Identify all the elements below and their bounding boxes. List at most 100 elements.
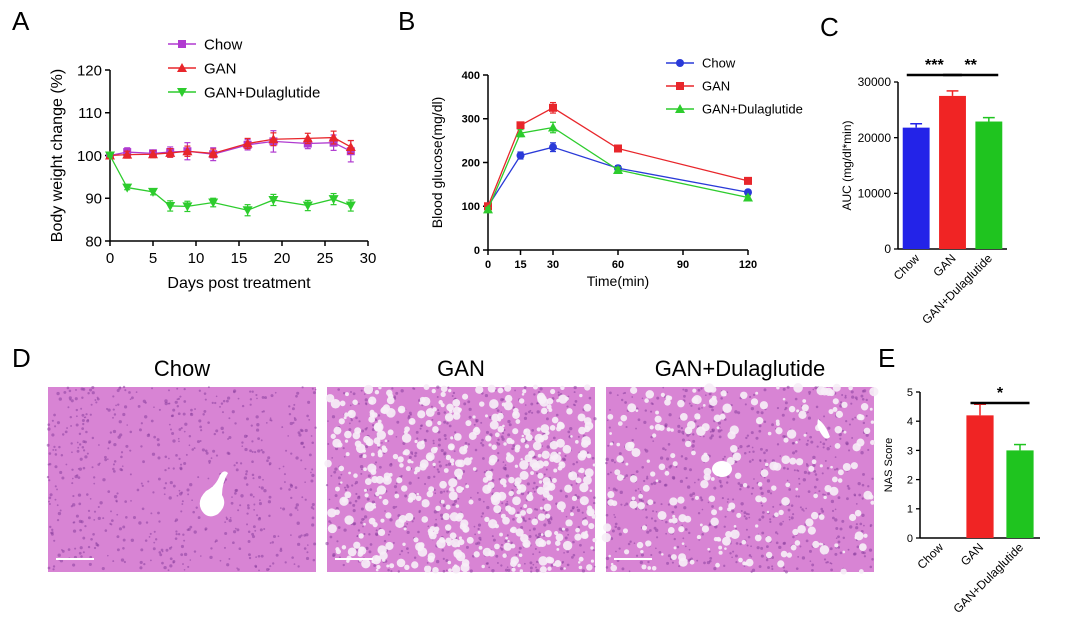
data-point-gan	[182, 146, 193, 156]
panel-letter-e: E	[878, 343, 896, 373]
nucleus-dot	[751, 568, 756, 572]
nucleus-dot	[76, 441, 79, 444]
lipid-vacuole	[848, 385, 853, 391]
nucleus-dot	[79, 457, 83, 461]
nucleus-dot	[238, 547, 242, 551]
nucleus-dot	[815, 405, 819, 409]
lipid-vacuole	[584, 384, 591, 391]
nucleus-dot	[692, 433, 695, 436]
nucleus-dot	[798, 477, 801, 480]
nucleus-dot	[267, 500, 272, 504]
lipid-vacuole	[623, 549, 630, 555]
nucleus-dot	[625, 474, 629, 477]
nucleus-dot	[109, 522, 112, 525]
nucleus-dot	[700, 387, 703, 390]
nucleus-dot	[465, 545, 469, 549]
lipid-vacuole	[823, 495, 827, 500]
nucleus-dot	[496, 409, 500, 413]
nucleus-dot	[204, 528, 207, 531]
nucleus-dot	[694, 481, 696, 484]
lipid-vacuole	[832, 383, 841, 392]
nucleus-dot	[371, 500, 376, 504]
nucleus-dot	[258, 486, 261, 488]
lipid-vacuole	[521, 393, 525, 396]
lipid-vacuole	[818, 542, 822, 546]
nucleus-dot	[515, 553, 518, 556]
nucleus-dot	[298, 535, 302, 539]
lipid-vacuole	[415, 495, 422, 502]
nucleus-dot	[839, 401, 843, 404]
nucleus-dot	[793, 469, 796, 472]
nucleus-dot	[257, 449, 261, 453]
lipid-vacuole	[394, 493, 400, 499]
nucleus-dot	[534, 547, 537, 550]
nucleus-dot	[748, 460, 752, 463]
nucleus-dot	[353, 522, 357, 526]
nucleus-dot	[815, 478, 819, 481]
lipid-vacuole	[400, 485, 408, 492]
legend-marker-gan-dulaglutide	[675, 104, 685, 113]
nucleus-dot	[511, 447, 515, 451]
lipid-vacuole	[565, 519, 573, 527]
nucleus-dot	[343, 486, 346, 489]
nucleus-dot	[808, 390, 812, 394]
nucleus-dot	[207, 421, 210, 424]
nucleus-dot	[478, 497, 482, 501]
nucleus-dot	[491, 568, 495, 573]
nucleus-dot	[732, 498, 735, 501]
lipid-vacuole	[834, 543, 839, 548]
nucleus-dot	[245, 483, 249, 486]
lipid-vacuole	[646, 459, 651, 463]
nucleus-dot	[277, 535, 280, 538]
nucleus-dot	[748, 395, 752, 399]
nucleus-dot	[49, 525, 52, 529]
nucleus-dot	[500, 398, 504, 402]
nucleus-dot	[102, 517, 105, 520]
lipid-vacuole	[556, 421, 565, 430]
nucleus-dot	[294, 486, 298, 489]
nucleus-dot	[853, 493, 856, 496]
lipid-vacuole	[380, 518, 385, 523]
lipid-vacuole	[462, 393, 469, 400]
nucleus-dot	[528, 410, 531, 414]
nucleus-dot	[432, 439, 435, 442]
lipid-vacuole	[543, 460, 549, 467]
lipid-vacuole	[798, 410, 807, 420]
nucleus-dot	[139, 566, 143, 570]
nucleus-dot	[869, 523, 873, 527]
nucleus-dot	[718, 435, 722, 439]
nucleus-dot	[47, 463, 50, 466]
nucleus-dot	[467, 443, 471, 446]
nucleus-dot	[607, 472, 610, 476]
lipid-vacuole	[672, 514, 676, 518]
nucleus-dot	[581, 511, 584, 514]
y-axis-label: Body weight change (%)	[49, 69, 66, 242]
nucleus-dot	[279, 487, 283, 490]
lipid-vacuole	[488, 458, 496, 466]
nucleus-dot	[186, 528, 190, 532]
nucleus-dot	[567, 533, 570, 536]
nucleus-dot	[524, 412, 528, 416]
lipid-vacuole	[373, 505, 377, 509]
nucleus-dot	[290, 496, 293, 500]
nucleus-dot	[718, 479, 722, 483]
nucleus-dot	[443, 420, 447, 424]
nucleus-dot	[824, 438, 828, 441]
lipid-vacuole	[577, 413, 586, 422]
nucleus-dot	[593, 496, 596, 499]
nucleus-dot	[609, 408, 611, 411]
lipid-vacuole	[654, 423, 662, 431]
nucleus-dot	[118, 386, 122, 390]
nucleus-dot	[254, 450, 257, 454]
nucleus-dot	[640, 553, 644, 557]
nucleus-dot	[252, 535, 256, 539]
data-point-gan	[328, 132, 339, 142]
lipid-vacuole	[404, 564, 410, 571]
nucleus-dot	[808, 549, 812, 553]
nucleus-dot	[260, 448, 263, 452]
nucleus-dot	[637, 418, 641, 422]
lipid-vacuole	[863, 427, 871, 435]
nucleus-dot	[314, 426, 317, 429]
lipid-vacuole	[339, 400, 346, 407]
nucleus-dot	[406, 522, 409, 525]
